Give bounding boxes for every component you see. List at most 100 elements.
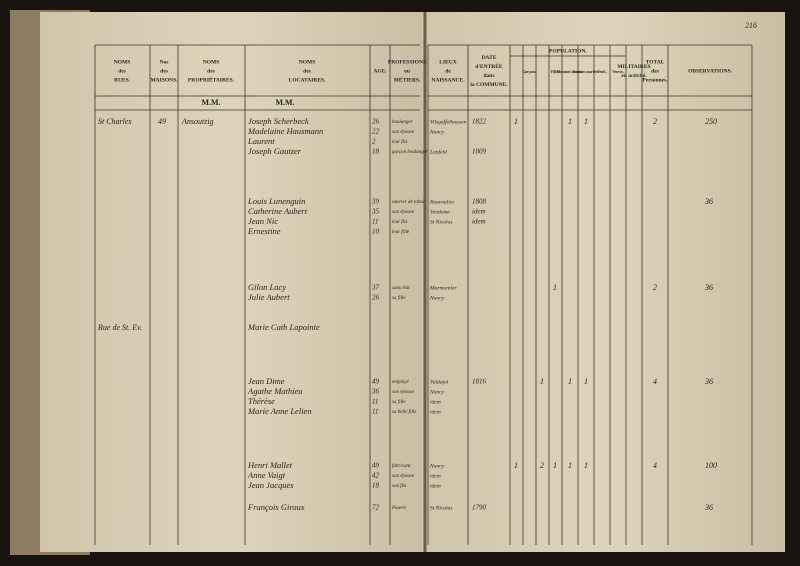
- tenant: Marie Anne Lelien: [247, 406, 312, 416]
- tenant: Louis Lunenguin: [247, 196, 305, 206]
- population-header: Hommes mariés.: [557, 70, 583, 74]
- mm-label: M.M.: [201, 98, 220, 107]
- profession: sa belle fille: [392, 410, 417, 415]
- column-header: d'ENTRÉE: [475, 62, 503, 70]
- column-header: MÉTIERS.: [394, 75, 421, 83]
- profession: son épouse: [392, 210, 415, 215]
- birthplace: Bauvaulier: [430, 199, 455, 205]
- tenant: Ernestine: [247, 226, 281, 236]
- tenant: Marie Cath Lapointe: [247, 322, 320, 332]
- birthplace: Lanfeld: [429, 148, 447, 155]
- birthplace: idem: [430, 409, 441, 415]
- population-count: 2: [540, 461, 544, 470]
- tenant: Julie Aubert: [248, 292, 290, 302]
- owner: Ansoutzig: [181, 117, 214, 126]
- page-number: 216: [745, 21, 757, 30]
- column-header: dans: [483, 73, 494, 79]
- population-header: Filles.: [551, 70, 560, 74]
- column-header: MILITAIRES: [617, 64, 650, 70]
- birthplace: Nancy: [429, 463, 445, 469]
- birthplace: Vendome: [430, 209, 450, 215]
- total: 2: [653, 283, 657, 292]
- age: 42: [372, 472, 380, 480]
- entry-date: idem: [472, 218, 486, 226]
- mm-label: M.M.: [275, 98, 294, 107]
- birthplace: Nancy: [429, 295, 445, 301]
- street: Rue de St. Ev.: [97, 323, 142, 332]
- column-header: de: [445, 68, 451, 74]
- column-header: des: [651, 68, 659, 74]
- age: 49: [372, 378, 380, 386]
- column-header: DATE: [482, 55, 497, 61]
- birthplace: Nancy: [429, 389, 445, 395]
- age: 49: [372, 462, 380, 470]
- population-count: 1: [584, 461, 588, 470]
- age: 26: [372, 118, 380, 126]
- birthplace: idem: [430, 473, 441, 479]
- entry-date: 1816: [472, 378, 487, 386]
- population-count: 1: [514, 117, 518, 126]
- entry-date: 1809: [472, 148, 487, 156]
- population-count: 1: [568, 377, 572, 386]
- profession: son fils: [392, 484, 406, 489]
- tenant: Henri Mallet: [247, 460, 293, 470]
- population-count: 1: [553, 461, 557, 470]
- age: 18: [372, 482, 380, 490]
- profession: boulanger: [392, 120, 413, 125]
- age: 37: [371, 284, 380, 292]
- birthplace: Valdajol: [430, 379, 449, 385]
- profession: sa fille: [392, 296, 406, 301]
- profession: fabricant: [392, 464, 411, 469]
- column-header: des: [118, 68, 126, 74]
- age: 11: [372, 398, 378, 406]
- column-header: LIEUX: [439, 59, 456, 65]
- tenant: Thérèse: [248, 396, 275, 406]
- left-page: [40, 12, 425, 552]
- profession: sa fille: [392, 400, 406, 405]
- age: 72: [372, 504, 380, 512]
- tenant: Jean Jacques: [248, 480, 294, 490]
- population-count: 1: [514, 461, 518, 470]
- tenant: Jean Dime: [248, 376, 285, 386]
- observation: 100: [705, 461, 717, 470]
- profession: garçon boulanger: [392, 150, 428, 155]
- column-header: en activité.: [621, 73, 647, 79]
- total: 4: [653, 461, 657, 470]
- observation: 36: [704, 283, 713, 292]
- column-header: TOTAL: [646, 59, 665, 65]
- column-header: PROFESSIONS: [388, 59, 426, 65]
- tenant: Jean Nic: [248, 216, 278, 226]
- column-header: Nos: [160, 59, 169, 65]
- column-header: NOMS: [203, 59, 220, 65]
- age: 26: [372, 294, 380, 302]
- population-count: 1: [568, 461, 572, 470]
- age: 11: [372, 218, 378, 226]
- age: 10: [372, 228, 380, 236]
- tenant: Joseph Gautzer: [248, 146, 302, 156]
- birthplace: idem: [430, 399, 441, 405]
- entry-date: 1790: [472, 504, 487, 512]
- column-header: ou: [404, 68, 410, 74]
- birthplace: idem: [430, 483, 441, 489]
- profession: leur fils: [392, 140, 407, 145]
- column-header: MAISONS.: [150, 77, 178, 83]
- profession: leur fille: [392, 230, 410, 235]
- column-header: la COMMUNE.: [470, 82, 508, 88]
- population-header: Garçons.: [523, 70, 537, 74]
- population-header: Femmes mariées.: [573, 70, 600, 74]
- observation: 36: [704, 377, 713, 386]
- observation: 250: [705, 117, 717, 126]
- population-title: POPULATION.: [549, 48, 587, 54]
- profession: leur fils: [392, 220, 407, 225]
- population-count: 1: [584, 377, 588, 386]
- entry-date: 1808: [472, 198, 487, 206]
- profession: son épouse: [392, 474, 415, 479]
- register-grid: NOMSdesRUES.NosdesMAISONS.NOMSdesPROPRIÉ…: [94, 44, 753, 545]
- column-header: des: [160, 68, 168, 74]
- population-header: Veuves.: [612, 70, 624, 74]
- population-count: 1: [553, 283, 557, 292]
- profession: son épouse: [392, 390, 415, 395]
- profession: employé: [392, 380, 409, 385]
